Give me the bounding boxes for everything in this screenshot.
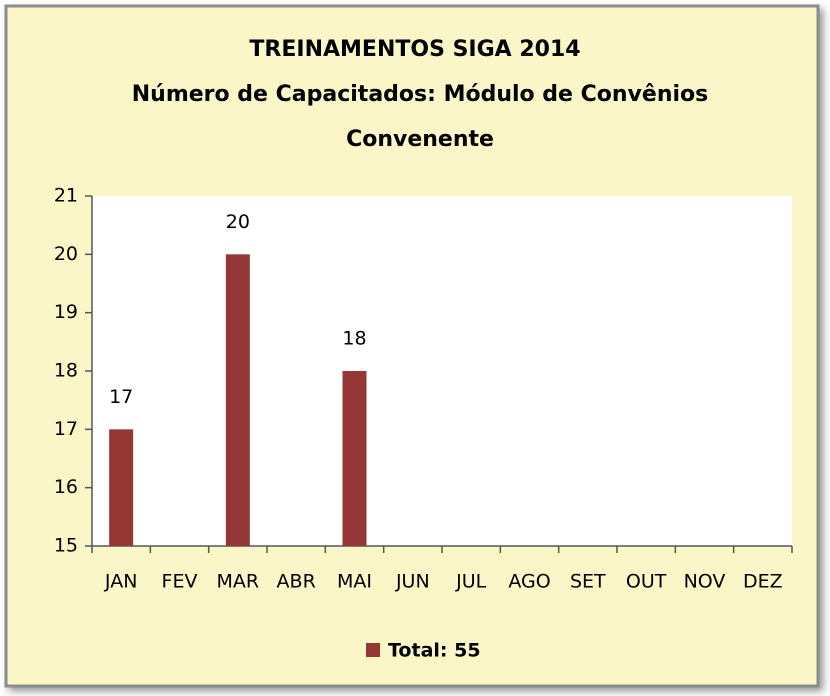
x-tick-label: JUL	[455, 571, 487, 593]
y-tick-label: 21	[54, 185, 78, 207]
y-tick-label: 17	[54, 418, 78, 440]
chart-subtitle: Convenente	[346, 127, 494, 152]
x-tick-label: MAR	[217, 571, 260, 593]
y-tick-label: 16	[54, 476, 78, 498]
data-label: 20	[226, 211, 250, 233]
y-tick-label: 15	[54, 535, 78, 557]
bar	[225, 254, 250, 547]
x-tick-label: DEZ	[743, 571, 783, 593]
bar	[109, 429, 134, 546]
chart-title: TREINAMENTOS SIGA 2014	[249, 37, 580, 62]
x-tick-label: AGO	[508, 571, 550, 593]
legend-label: Total: 55	[388, 640, 481, 662]
y-tick-label: 20	[54, 243, 78, 265]
plot-area	[92, 196, 792, 546]
x-tick-label: ABR	[277, 571, 316, 593]
x-tick-label: SET	[570, 571, 606, 593]
chart-subtitle: Número de Capacitados: Módulo de Convêni…	[132, 82, 708, 107]
legend-swatch	[366, 643, 380, 657]
x-tick-label: NOV	[684, 571, 726, 593]
x-tick-label: FEV	[162, 571, 198, 593]
x-tick-label: MAI	[337, 571, 372, 593]
y-tick-label: 19	[54, 301, 78, 323]
bar	[342, 371, 367, 546]
x-tick-label: OUT	[626, 571, 667, 593]
x-tick-label: JAN	[104, 571, 137, 593]
y-tick-label: 18	[54, 360, 78, 382]
data-label: 17	[109, 386, 133, 408]
data-label: 18	[342, 328, 366, 350]
x-tick-label: JUN	[395, 571, 430, 593]
